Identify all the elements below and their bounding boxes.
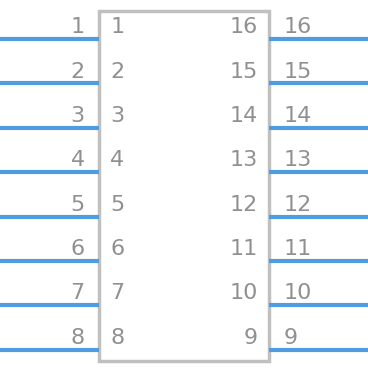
Text: 14: 14 bbox=[229, 106, 258, 126]
Text: 16: 16 bbox=[229, 17, 258, 37]
Text: 5: 5 bbox=[70, 195, 85, 215]
Text: 3: 3 bbox=[71, 106, 85, 126]
Text: 8: 8 bbox=[110, 328, 124, 348]
Text: 7: 7 bbox=[110, 283, 124, 304]
Text: 9: 9 bbox=[244, 328, 258, 348]
Text: 2: 2 bbox=[71, 62, 85, 81]
Bar bbox=[99, 11, 269, 361]
Text: 1: 1 bbox=[110, 17, 124, 37]
Text: 4: 4 bbox=[71, 150, 85, 170]
Text: 12: 12 bbox=[229, 195, 258, 215]
Text: 1: 1 bbox=[71, 17, 85, 37]
Text: 5: 5 bbox=[110, 195, 125, 215]
Text: 2: 2 bbox=[110, 62, 124, 81]
Text: 11: 11 bbox=[229, 239, 258, 259]
Text: 8: 8 bbox=[71, 328, 85, 348]
Text: 10: 10 bbox=[283, 283, 312, 304]
Text: 7: 7 bbox=[71, 283, 85, 304]
Text: 10: 10 bbox=[229, 283, 258, 304]
Text: 15: 15 bbox=[283, 62, 312, 81]
Text: 13: 13 bbox=[283, 150, 312, 170]
Text: 11: 11 bbox=[283, 239, 312, 259]
Text: 13: 13 bbox=[229, 150, 258, 170]
Text: 15: 15 bbox=[229, 62, 258, 81]
Text: 12: 12 bbox=[283, 195, 312, 215]
Text: 6: 6 bbox=[110, 239, 124, 259]
Text: 4: 4 bbox=[110, 150, 124, 170]
Text: 14: 14 bbox=[283, 106, 312, 126]
Text: 16: 16 bbox=[283, 17, 312, 37]
Text: 9: 9 bbox=[283, 328, 297, 348]
Text: 3: 3 bbox=[110, 106, 124, 126]
Text: 6: 6 bbox=[71, 239, 85, 259]
